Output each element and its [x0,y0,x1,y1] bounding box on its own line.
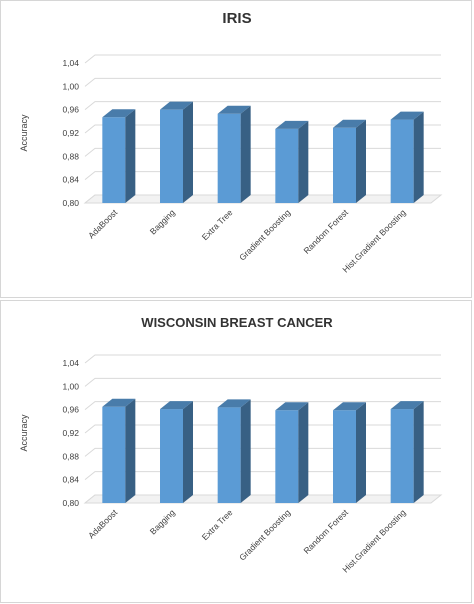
chart-2-bar-side [183,401,193,503]
chart-2-y-tick-label: 1,04 [62,358,79,368]
chart-1-y-tick-label: 1,04 [62,58,79,68]
chart-2-bar-side [356,402,366,503]
chart-1-y-tick-label: 0,92 [62,128,79,138]
chart-2-y-tick-label: 0,88 [62,451,79,461]
chart-1-bar-top [333,119,366,128]
chart-2-category-label: Gradient Boosting [237,507,292,562]
chart-1-bar [333,127,356,203]
chart-1-y-tick-label: 1,00 [62,81,79,91]
chart-2-gridline [84,401,441,411]
chart-2-bar-side [413,401,424,503]
chart-panel-wisconsin: WISCONSIN BREAST CANCER 0,80 0,84 0,88 0,92 0… [0,300,472,603]
chart-1-bar-side [183,101,193,203]
iris-chart: IRIS 0,80 0,84 0,88 0,92 0,96 1,00 1,04 Accuracy… [19,10,443,275]
chart-2-bar [217,407,241,503]
chart-2-category-label: Bagging [148,507,177,536]
chart-1-gridline [84,147,441,157]
chart-1-bar [217,113,241,203]
chart-2-bar [333,410,356,503]
chart-2-bar-top [160,401,193,410]
chart-2-y-tick-label: 0,92 [62,428,79,438]
chart-1-bar [160,109,183,203]
chart-2-category-label: Extra Tree [200,507,235,542]
chart-2-bar-side [240,399,251,503]
chart-1-gridline [84,101,441,111]
chart-1-y-tick-label: 0,80 [62,198,79,208]
chart-1-bar-top [217,105,251,114]
chart-1-bar [275,128,299,203]
chart-2-y-axis-title: Accuracy [19,414,29,452]
chart-2-bar-side [298,402,309,503]
chart-1-gridline [84,77,441,87]
chart-2-bar [390,409,414,503]
chart-2-bar [275,410,299,503]
chart-1-bar-side [240,105,251,203]
chart-2-y-tick-label: 0,96 [62,405,79,415]
chart-1-bar-side [413,111,424,203]
chart-1-title: IRIS [222,10,251,27]
chart-1-y-axis-title: Accuracy [19,114,29,152]
chart-1-gridline [84,54,441,64]
chart-1-gridline [84,171,441,181]
chart-1-category-label: Extra Tree [200,207,235,242]
chart-2-bar-top [390,401,424,410]
chart-1-category-label: Hist.Gradient Boosting [340,207,407,274]
chart-2-gridline [84,354,441,364]
chart-2-title: WISCONSIN BREAST CANCER [141,315,333,330]
chart-1-bar [390,119,414,203]
chart-1-bar-side [298,120,309,203]
chart-1-category-label: Bagging [148,207,177,236]
chart-2-floor [83,494,443,504]
chart-2-gridline [84,447,441,457]
chart-1-category-label: Random Forest [301,207,350,256]
chart-2-category-label: Hist.Gradient Boosting [340,507,407,574]
chart-2-bar-top [333,402,366,411]
chart-2-bar-side [125,398,136,503]
chart-1-bar-top [275,120,309,129]
chart-2-category-label: AdaBoost [86,507,120,541]
chart-2-bar-top [102,398,136,407]
chart-2-y-tick-label: 1,00 [62,381,79,391]
chart-1-category-label: Gradient Boosting [237,207,292,262]
chart-2-gridline [84,471,441,481]
chart-panel-iris: IRIS 0,80 0,84 0,88 0,92 0,96 1,00 1,04 Accuracy… [0,0,472,298]
chart-2-category-label: Random Forest [301,507,350,556]
chart-2-gridline [84,424,441,434]
chart-2-y-tick-label: 0,80 [62,498,79,508]
chart-1-y-tick-label: 0,96 [62,105,79,115]
chart-2-y-tick-label: 0,84 [62,475,79,485]
chart-1-bar-top [160,101,193,110]
chart-1-floor [83,194,443,204]
chart-2-bar [160,409,183,503]
chart-1-bar [102,117,126,203]
chart-2-gridline [84,377,441,387]
chart-1-bar-side [356,119,366,203]
chart-2-bar [102,406,126,503]
chart-1-y-tick-label: 0,84 [62,175,79,185]
wisconsin-chart: WISCONSIN BREAST CANCER 0,80 0,84 0,88 0,92 0… [19,315,443,575]
chart-2-bar-top [217,399,251,408]
chart-1-category-label: AdaBoost [86,207,120,241]
chart-1-gridline [84,124,441,134]
chart-1-bar-top [390,111,424,120]
chart-2-bar-top [275,402,309,411]
chart-1-y-tick-label: 0,88 [62,151,79,161]
chart-1-bar-top [102,109,136,118]
chart-1-bar-side [125,109,136,203]
